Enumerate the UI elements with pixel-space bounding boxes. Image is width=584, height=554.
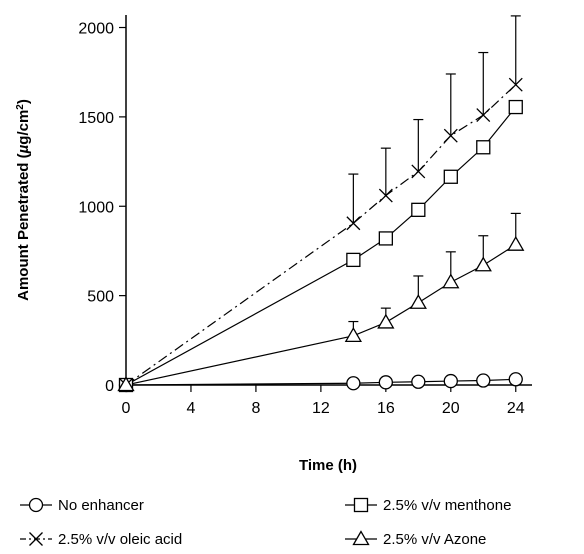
error-bars [348, 15, 521, 336]
y-axis-title: Amount Penetrated (µg/cm2) [15, 99, 33, 301]
y-axis-title-sup: 2 [15, 104, 26, 110]
x-tick-label: 16 [377, 400, 395, 417]
y-tick-label: 2000 [78, 21, 114, 38]
x-tick-label: 20 [442, 400, 460, 417]
axes [125, 15, 532, 386]
data-point [476, 140, 491, 155]
legend-marker [353, 497, 369, 513]
x-tick-label: 12 [312, 400, 330, 417]
y-tick-label: 0 [105, 378, 114, 395]
data-point [346, 376, 361, 391]
y-tick-label: 1500 [78, 110, 114, 127]
y-axis-title-unit: g/cm [15, 110, 32, 145]
data-point [409, 293, 427, 309]
data-point [346, 216, 361, 231]
legend-marker [352, 530, 370, 546]
x-tick-label: 4 [187, 400, 196, 417]
legend-item: 2.5% v/v oleic acid [20, 531, 182, 548]
data-point [442, 273, 460, 289]
legend-label: 2.5% v/v menthone [383, 497, 511, 514]
x-tick-label: 8 [251, 400, 260, 417]
data-point [378, 375, 393, 390]
data-point [508, 99, 523, 115]
x-axis-title: Time (h) [299, 457, 357, 474]
legend-marker [29, 532, 43, 546]
data-point [476, 373, 491, 388]
y-axis-title-main: Amount Penetrated ( [15, 153, 32, 301]
legend: No enhancer 2.5% v/v menthone 2.5% v/v ole… [20, 497, 511, 548]
x-ticks: 0 4 8 12 16 20 24 [122, 385, 525, 417]
legend-label: No enhancer [58, 497, 144, 514]
y-axis-title-mu: µ [15, 144, 32, 154]
data-point [508, 77, 523, 92]
legend-marker [28, 497, 44, 513]
data-point [443, 373, 458, 389]
legend-item: No enhancer [20, 497, 144, 514]
data-point [411, 374, 426, 389]
data-point [378, 188, 393, 203]
data-point [443, 128, 458, 143]
y-axis-title-close: ) [15, 99, 32, 104]
data-point [346, 252, 361, 268]
data-point [411, 202, 426, 217]
series-markers [117, 77, 525, 393]
data-point [508, 372, 523, 387]
data-point [507, 235, 525, 251]
data-point [411, 164, 426, 179]
legend-label: 2.5% v/v Azone [383, 531, 486, 548]
y-tick-label: 500 [87, 289, 114, 306]
data-point [476, 108, 491, 123]
data-point [443, 169, 458, 184]
data-point [378, 231, 393, 246]
y-ticks: 0 500 1000 1500 2000 [78, 21, 126, 395]
legend-item: 2.5% v/v Azone [345, 530, 486, 548]
x-tick-label: 24 [507, 400, 525, 417]
x-tick-label: 0 [122, 400, 131, 417]
data-point [474, 256, 492, 272]
data-point [117, 376, 135, 392]
legend-item: 2.5% v/v menthone [345, 497, 511, 514]
data-point [377, 313, 395, 329]
series-line [125, 244, 517, 386]
data-point [344, 327, 362, 342]
legend-label: 2.5% v/v oleic acid [58, 531, 182, 548]
y-tick-label: 1000 [78, 199, 114, 216]
